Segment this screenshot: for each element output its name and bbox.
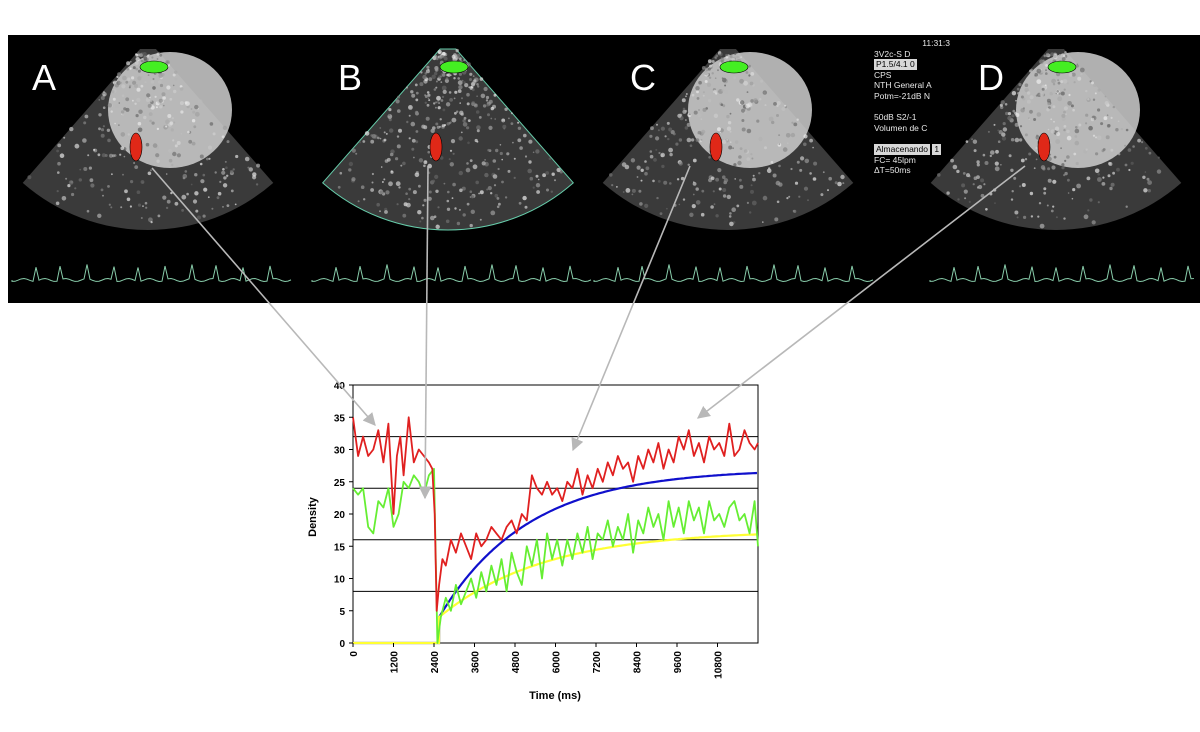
echo-panel-a: A <box>8 35 298 303</box>
y-tick-label: 0 <box>339 639 345 650</box>
x-tick-label: 8400 <box>633 651 644 674</box>
myocardium-region <box>1016 52 1140 168</box>
roi-green-marker <box>439 60 469 74</box>
x-axis-title: Time (ms) <box>529 690 581 702</box>
echo-panel-d: D <box>926 35 1200 303</box>
x-tick-label: 4800 <box>511 651 522 674</box>
sector-fan <box>322 49 574 230</box>
ecg-trace <box>311 264 592 283</box>
panel-letter: D <box>978 57 1004 98</box>
echo-sector-d <box>929 49 1195 283</box>
x-tick-label: 9600 <box>673 651 684 674</box>
x-tick-label: 10800 <box>714 651 725 679</box>
y-tick-label: 25 <box>334 478 346 489</box>
speckle-texture <box>337 48 563 229</box>
overlay-line: 11:31:3 <box>922 38 950 48</box>
overlay-line: 1 <box>932 143 942 155</box>
y-tick-label: 40 <box>334 381 346 392</box>
ecg-trace <box>11 264 292 283</box>
overlay-line: ΔT=50ms <box>874 165 911 176</box>
roi-red-marker <box>709 132 723 162</box>
ecg-trace <box>929 264 1195 283</box>
y-axis: 0 5 10 15 20 25 30 35 40 <box>334 381 353 650</box>
overlay-line: P1.5/4.1 0 <box>874 59 917 70</box>
echo-panel-b: B <box>308 35 598 303</box>
overlay-line: NTH General A <box>874 80 932 91</box>
overlay-line: 3V2c-S D <box>874 48 911 59</box>
overlay-line: Volumen de C <box>874 122 928 133</box>
roi-green-marker <box>719 60 749 74</box>
overlay-line: Potm=-21dB N <box>874 90 930 101</box>
ecg-trace <box>593 264 874 283</box>
overlay-line: CPS <box>874 69 892 80</box>
x-tick-label: 6000 <box>552 651 563 674</box>
overlay-line <box>874 133 950 144</box>
scanner-settings-overlay: 11:31:3 3V2c-S D P1.5/4.1 0 CPS NTH Gene… <box>874 38 950 176</box>
overlay-line <box>874 102 950 113</box>
roi-green-marker <box>139 60 169 74</box>
x-axis: 0 1200 2400 3600 4800 6000 7200 8400 9600 10800 <box>349 643 725 679</box>
y-tick-label: 30 <box>334 446 346 457</box>
x-tick-label: 1200 <box>390 651 401 674</box>
y-axis-title: Density <box>307 496 319 537</box>
y-tick-label: 35 <box>334 413 346 424</box>
y-tick-label: 15 <box>334 542 346 553</box>
x-tick-label: 3600 <box>471 651 482 674</box>
overlay-line: Almacenando <box>874 143 930 155</box>
echo-image-strip: A B C D 11:31:3 3V2c-S D P1.5/4.1 0 CPS … <box>8 35 1200 303</box>
x-tick-label: 0 <box>349 651 360 657</box>
panel-letter: A <box>32 57 57 98</box>
overlay-line: 50dB S2/-1 <box>874 112 917 123</box>
density-time-chart: 0 5 10 15 20 25 30 35 40 0 1200 2400 3600 4800 6000 72… <box>307 381 759 702</box>
roi-green-marker <box>1047 60 1077 74</box>
panel-letter: B <box>338 57 363 98</box>
x-tick-label: 2400 <box>430 651 441 674</box>
y-tick-label: 20 <box>334 510 346 521</box>
roi-red-marker <box>129 132 143 162</box>
fit-curve-blue <box>353 471 758 645</box>
echo-sector-b <box>311 48 592 283</box>
roi-red-marker <box>429 132 443 162</box>
overlay-line: FC= 45lpm <box>874 154 916 165</box>
y-tick-label: 10 <box>334 575 346 586</box>
y-tick-label: 5 <box>339 607 345 618</box>
echo-panel-c: C <box>590 35 880 303</box>
roi-red-marker <box>1037 132 1051 162</box>
panel-letter: C <box>630 57 656 98</box>
x-tick-label: 7200 <box>592 651 603 674</box>
